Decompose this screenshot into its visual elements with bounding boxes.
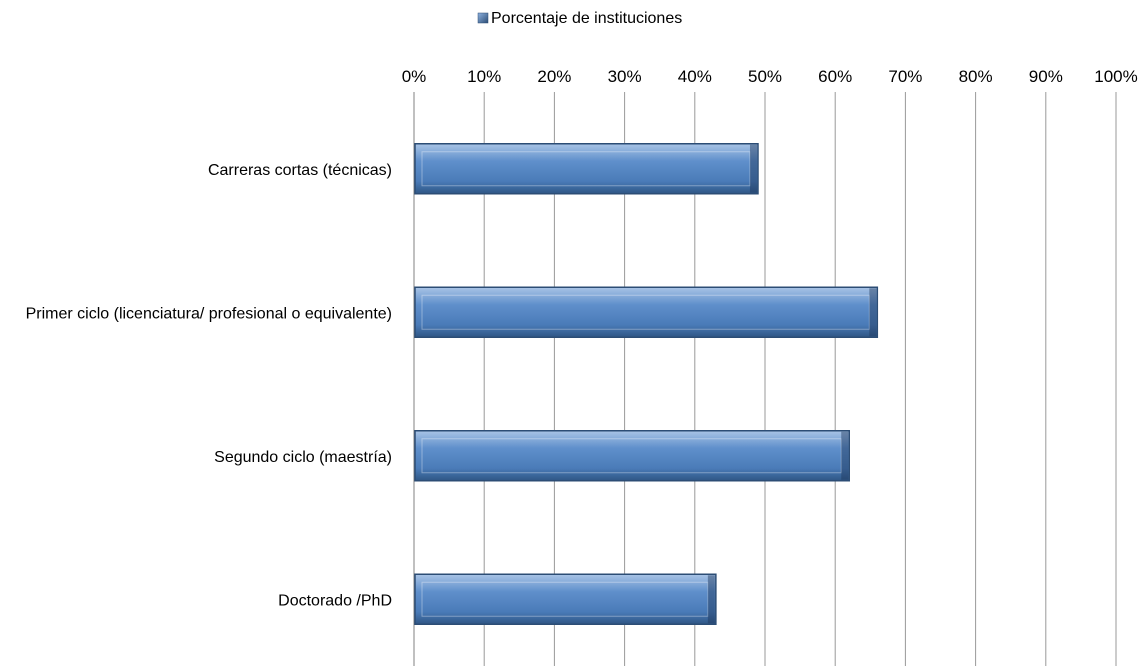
bar	[414, 143, 759, 195]
bar-bevel	[421, 294, 870, 330]
x-tick-label: 30%	[608, 67, 642, 86]
x-tick-label: 0%	[402, 67, 427, 86]
bar	[414, 286, 879, 338]
x-tick-label: 20%	[537, 67, 571, 86]
category-label: Carreras cortas (técnicas)	[208, 162, 392, 179]
bar-bevel	[421, 581, 709, 617]
category-label: Doctorado /PhD	[278, 592, 392, 609]
category-label: Segundo ciclo (maestría)	[214, 449, 392, 466]
bar	[414, 573, 717, 625]
bar-rect	[414, 430, 850, 482]
x-tick-label: 10%	[467, 67, 501, 86]
bar-rect	[414, 143, 759, 195]
bar-end-cap	[707, 575, 715, 624]
x-tick-label: 90%	[1029, 67, 1063, 86]
category-label: Primer ciclo (licenciatura/ profesional …	[26, 305, 392, 322]
legend: Porcentaje de instituciones	[477, 10, 682, 27]
bar-rect	[414, 573, 717, 625]
bars	[414, 143, 879, 625]
x-axis-ticks: 0% 10% 20% 30% 40% 50% 60% 70% 80% 90% 100%	[402, 67, 1138, 86]
legend-label: Porcentaje de instituciones	[491, 10, 682, 27]
x-tick-label: 40%	[678, 67, 712, 86]
bar-rect	[414, 286, 879, 338]
legend-swatch	[477, 12, 489, 24]
x-tick-label: 50%	[748, 67, 782, 86]
bar-bevel	[421, 438, 842, 474]
x-tick-label: 100%	[1094, 67, 1137, 86]
bar-end-cap	[749, 144, 757, 193]
x-tick-label: 70%	[888, 67, 922, 86]
bar-end-cap	[869, 288, 877, 337]
x-tick-label: 60%	[818, 67, 852, 86]
bar-end-cap	[841, 431, 849, 480]
bar	[414, 430, 850, 482]
category-labels: Carreras cortas (técnicas) Primer ciclo (…	[26, 162, 392, 610]
x-tick-label: 80%	[959, 67, 993, 86]
bar-bevel	[421, 151, 751, 187]
